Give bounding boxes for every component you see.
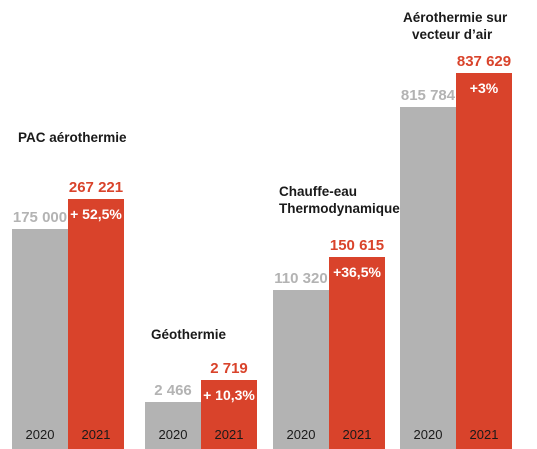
category-title: Chauffe-eau Thermodynamique [279, 184, 400, 216]
year-label-2020: 2020 [414, 427, 443, 442]
year-label-2021: 2021 [82, 427, 111, 442]
value-label-2021: 267 221 [69, 179, 123, 196]
year-label-2021: 2021 [470, 427, 499, 442]
bar-2021 [201, 380, 257, 449]
value-label-2020: 2 466 [154, 382, 192, 399]
year-label-2020: 2020 [287, 427, 316, 442]
bar-2021 [329, 257, 385, 449]
year-label-2021: 2021 [215, 427, 244, 442]
year-label-2021: 2021 [343, 427, 372, 442]
bar-2020 [145, 402, 201, 449]
year-label-2020: 2020 [159, 427, 188, 442]
value-label-2021: 150 615 [330, 237, 384, 254]
value-label-2021: 2 719 [210, 360, 248, 377]
growth-label: + 10,3% [203, 387, 255, 403]
bar-2021 [68, 199, 124, 449]
bar-2020 [273, 290, 329, 449]
bar-2020 [400, 107, 456, 449]
category-title: Aérothermie sur vecteur d’air [403, 10, 508, 42]
growth-label: +36,5% [333, 264, 381, 280]
year-label-2020: 2020 [26, 427, 55, 442]
growth-label: + 52,5% [70, 206, 122, 222]
value-label-2020: 110 320 [274, 270, 327, 287]
growth-label: +3% [470, 80, 499, 96]
value-label-2020: 175 000 [13, 209, 67, 226]
bar-2021 [456, 73, 512, 449]
category-title: PAC aérothermie [18, 130, 127, 145]
value-label-2020: 815 784 [401, 87, 456, 104]
category-title: Géothermie [151, 327, 227, 342]
value-label-2021: 837 629 [457, 53, 511, 70]
bar-2020 [12, 229, 68, 449]
